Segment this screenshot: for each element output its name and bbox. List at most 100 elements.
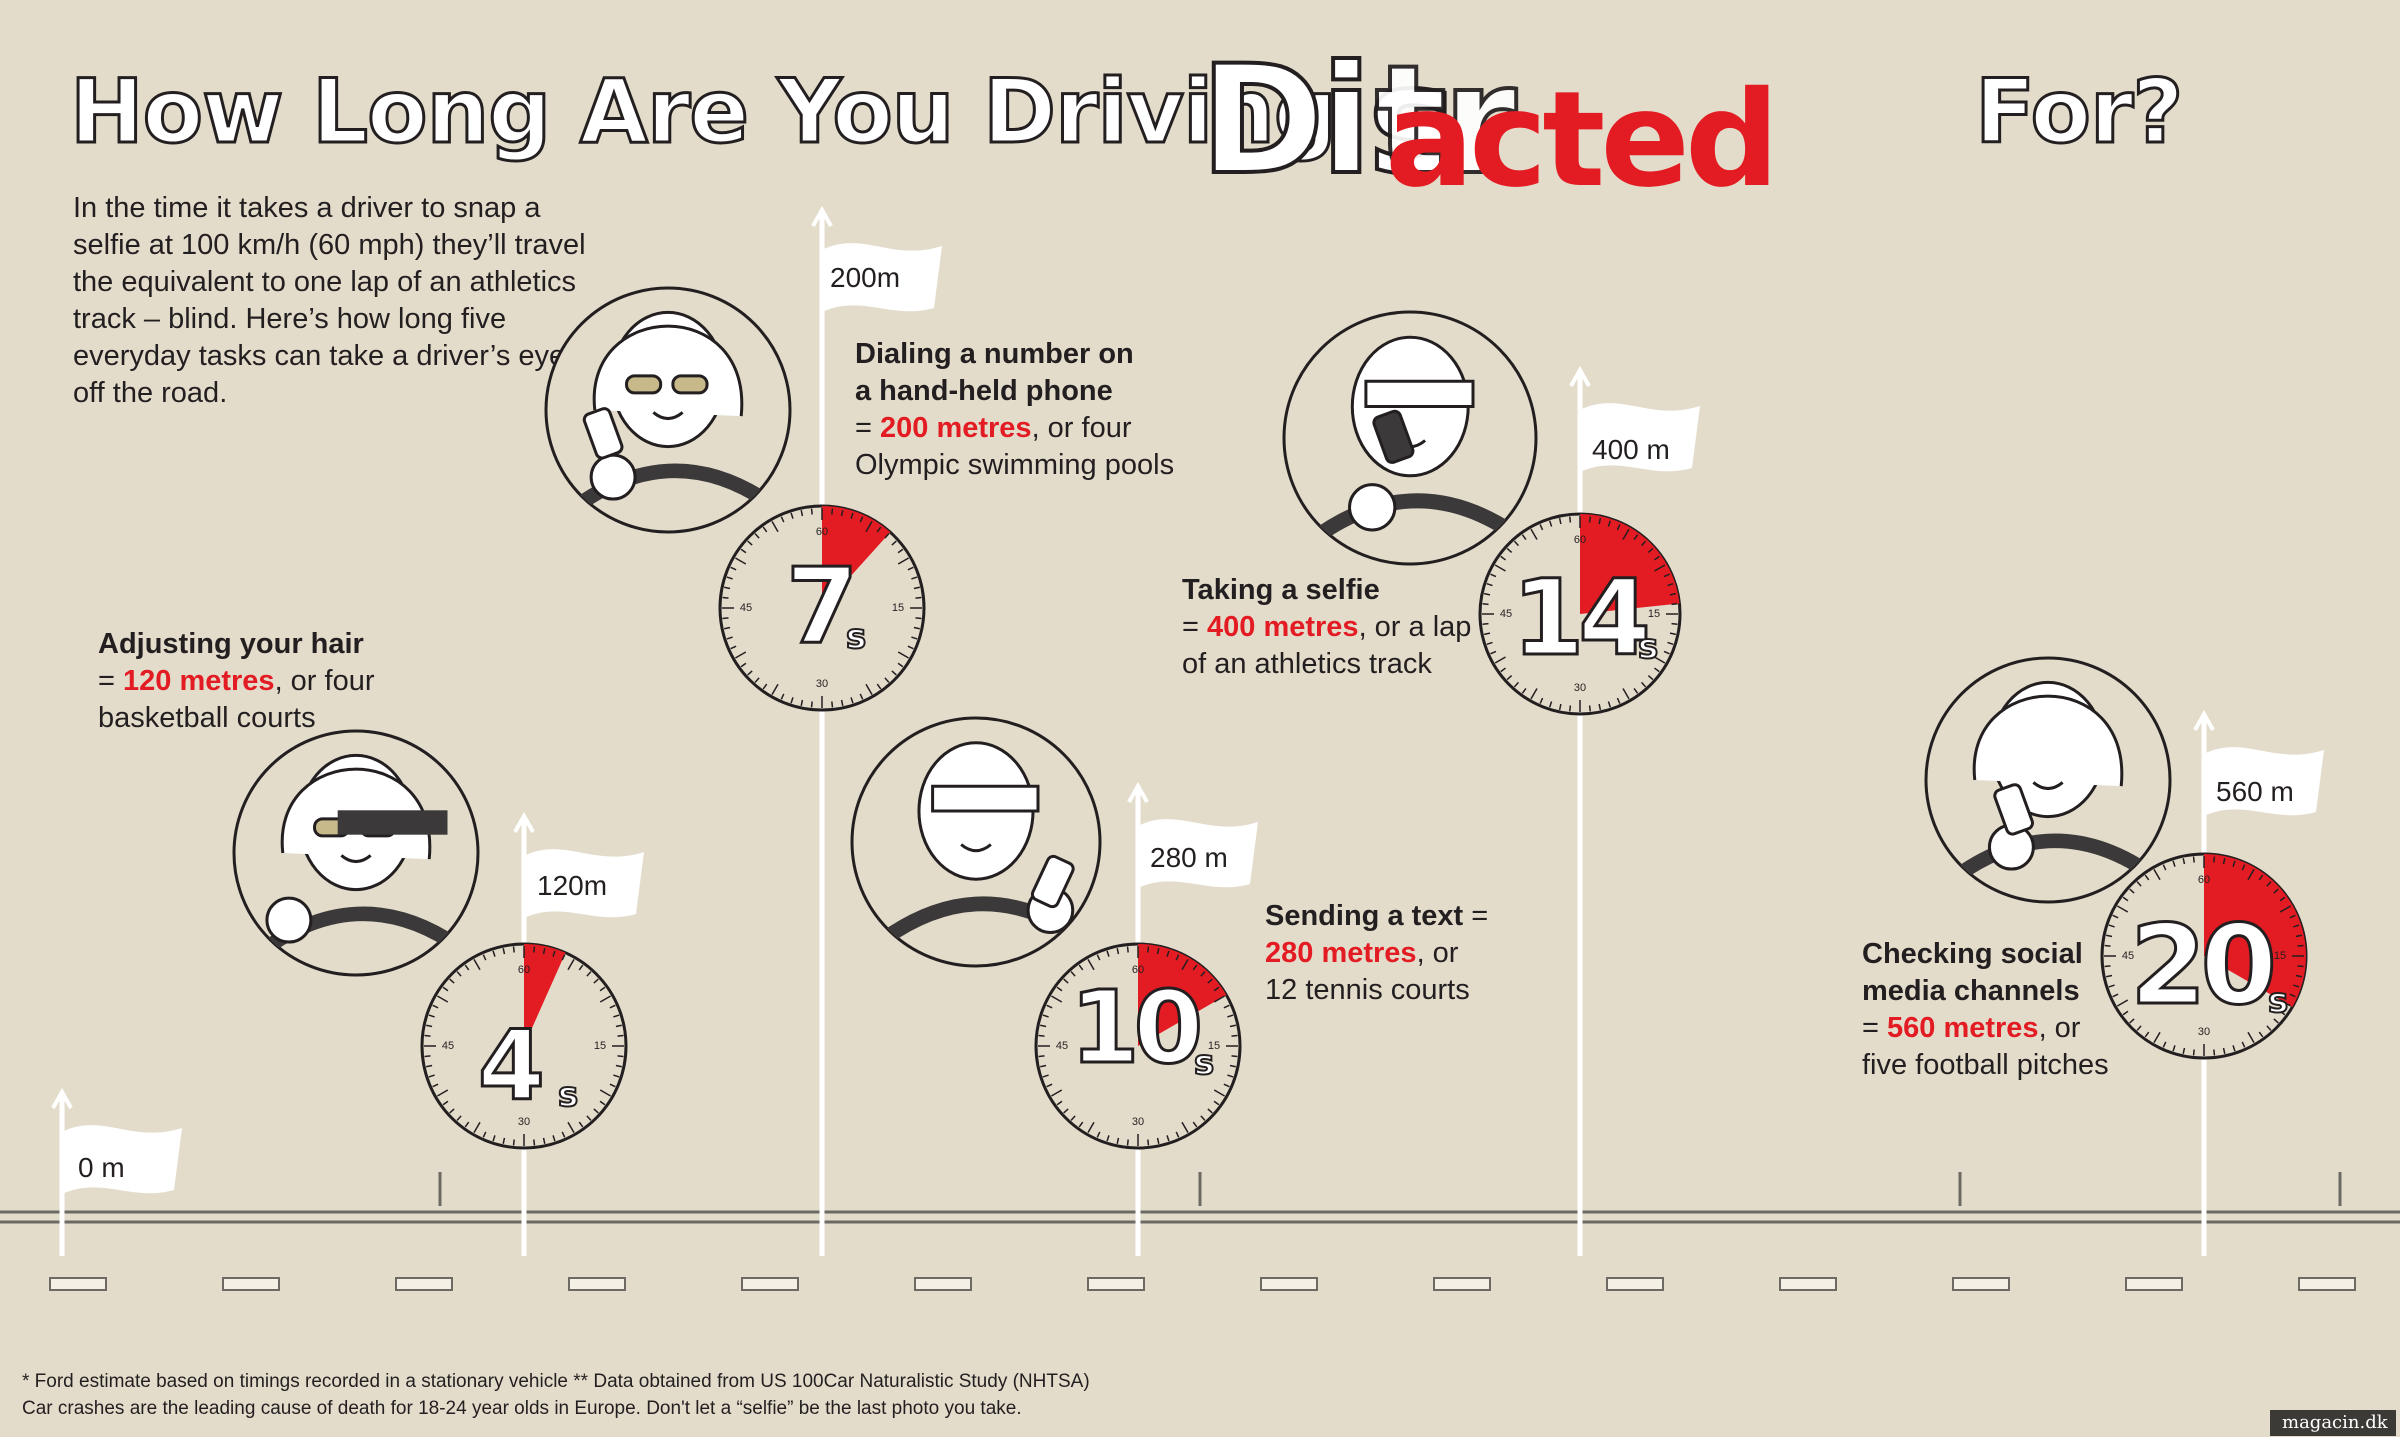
task1-flag-icon — [524, 849, 644, 918]
timer-seconds-task4: 14 — [1511, 557, 1653, 679]
dial-tick — [2232, 1045, 2236, 1052]
dial-tick — [2279, 1010, 2286, 1016]
dial-tick — [1671, 603, 1678, 606]
dial-tick — [1147, 946, 1150, 953]
dial-label-30: 30 — [1574, 682, 1586, 694]
dial-tick — [609, 1083, 616, 1088]
dial-tick — [2153, 869, 2161, 881]
dial-tick — [1483, 592, 1491, 596]
dial-tick — [747, 540, 753, 546]
dial-tick — [1483, 632, 1491, 636]
dial-tick — [2162, 864, 2167, 871]
dial-tick — [1513, 540, 1519, 547]
dial-tick — [1549, 520, 1553, 527]
dial-tick — [2279, 905, 2291, 913]
glasses-icon — [671, 374, 709, 395]
flag-label-task2: 200m — [830, 262, 901, 293]
task-suffix: , or four — [1031, 412, 1132, 444]
dial-tick — [1200, 971, 1206, 977]
rear-mirror-icon — [337, 810, 448, 835]
dial-tick — [913, 626, 920, 630]
dial-tick — [424, 1034, 431, 1037]
task-prefix: = — [855, 412, 880, 444]
dial-tick — [2273, 888, 2279, 894]
dial-tick — [456, 971, 462, 977]
dial-tick — [482, 954, 487, 961]
title-dis: Dis — [1198, 34, 1459, 208]
dial-tick — [599, 986, 606, 992]
task-prefix: = — [1862, 1012, 1887, 1044]
hand — [1348, 483, 1397, 532]
dial-tick — [2117, 999, 2129, 1007]
dial-tick — [2289, 993, 2296, 998]
dial-tick — [1500, 667, 1507, 673]
dial-tick — [1506, 547, 1513, 553]
dial-tick — [609, 1004, 616, 1009]
dial-label-30: 30 — [816, 678, 828, 690]
dial-tick — [2136, 1025, 2142, 1031]
dial-tick — [1494, 564, 1506, 572]
dial-tick — [907, 566, 914, 571]
dial-tick — [578, 964, 584, 971]
dial-tick — [1096, 954, 1101, 961]
dial-tick — [1192, 1121, 1198, 1128]
flag-label-task1: 120m — [537, 870, 608, 901]
dial-tick — [561, 954, 566, 961]
dial-tick — [735, 557, 747, 565]
dial-tick — [2122, 896, 2129, 902]
dial-tick — [1229, 1024, 1236, 1028]
task5-flag-icon — [2204, 747, 2324, 816]
dial-tick — [850, 697, 854, 704]
mouth — [960, 843, 992, 853]
dial-tick — [800, 699, 804, 706]
hand — [589, 453, 637, 501]
dial-tick — [884, 677, 890, 683]
dial-tick — [840, 699, 844, 706]
dial-label-30: 30 — [518, 1116, 530, 1128]
task2-flag-icon — [822, 243, 942, 312]
dial-tick — [473, 959, 481, 971]
dial-tick — [840, 510, 844, 517]
dial-tick — [850, 512, 854, 519]
dial-tick — [512, 946, 515, 953]
dial-label-45: 45 — [1500, 608, 1512, 620]
cap-icon — [1364, 379, 1475, 408]
dial-tick — [464, 964, 470, 971]
dial-tick — [876, 526, 882, 533]
dial-tick — [1633, 687, 1639, 694]
dial-label-30: 30 — [2198, 1026, 2210, 1038]
dial-tick — [1166, 950, 1170, 957]
dial-tick — [2153, 1031, 2161, 1043]
flag-label-task3: 280 m — [1150, 842, 1228, 873]
dial-tick — [1175, 954, 1180, 961]
dial-tick — [2266, 881, 2272, 887]
dial-tick — [2258, 1031, 2264, 1038]
dial-tick — [1227, 1074, 1234, 1078]
dial-tick — [1558, 703, 1562, 711]
dial-tick — [831, 701, 834, 708]
dial-tick — [1106, 1135, 1110, 1142]
dial-tick — [1663, 573, 1670, 578]
dial-tick — [897, 662, 904, 668]
mouth — [652, 411, 684, 421]
dial-tick — [1200, 1115, 1206, 1121]
dial-tick — [2273, 1018, 2279, 1024]
dial-tick — [492, 1135, 496, 1142]
dial-tick — [2104, 965, 2111, 968]
dial-tick — [1181, 959, 1189, 971]
task-suffix: , or — [2038, 1012, 2081, 1044]
dial-tick — [2122, 1010, 2129, 1016]
start-arrow-icon — [51, 1087, 73, 1109]
dial-tick — [567, 959, 575, 971]
dial-tick — [1641, 540, 1647, 547]
flag-label-start: 0 m — [78, 1152, 125, 1183]
dial-tick — [1558, 517, 1562, 525]
dial-tick — [1056, 1100, 1063, 1106]
dial-tick — [2112, 914, 2119, 919]
task-comparison: of an athletics track — [1182, 648, 1432, 680]
stopwatch-task3-elapsed-wedge — [1138, 944, 1227, 1046]
dial-label-15: 15 — [1648, 608, 1660, 620]
dial-tick — [1063, 1108, 1069, 1114]
dial-tick — [780, 516, 785, 523]
dial-label-60: 60 — [1132, 964, 1144, 976]
